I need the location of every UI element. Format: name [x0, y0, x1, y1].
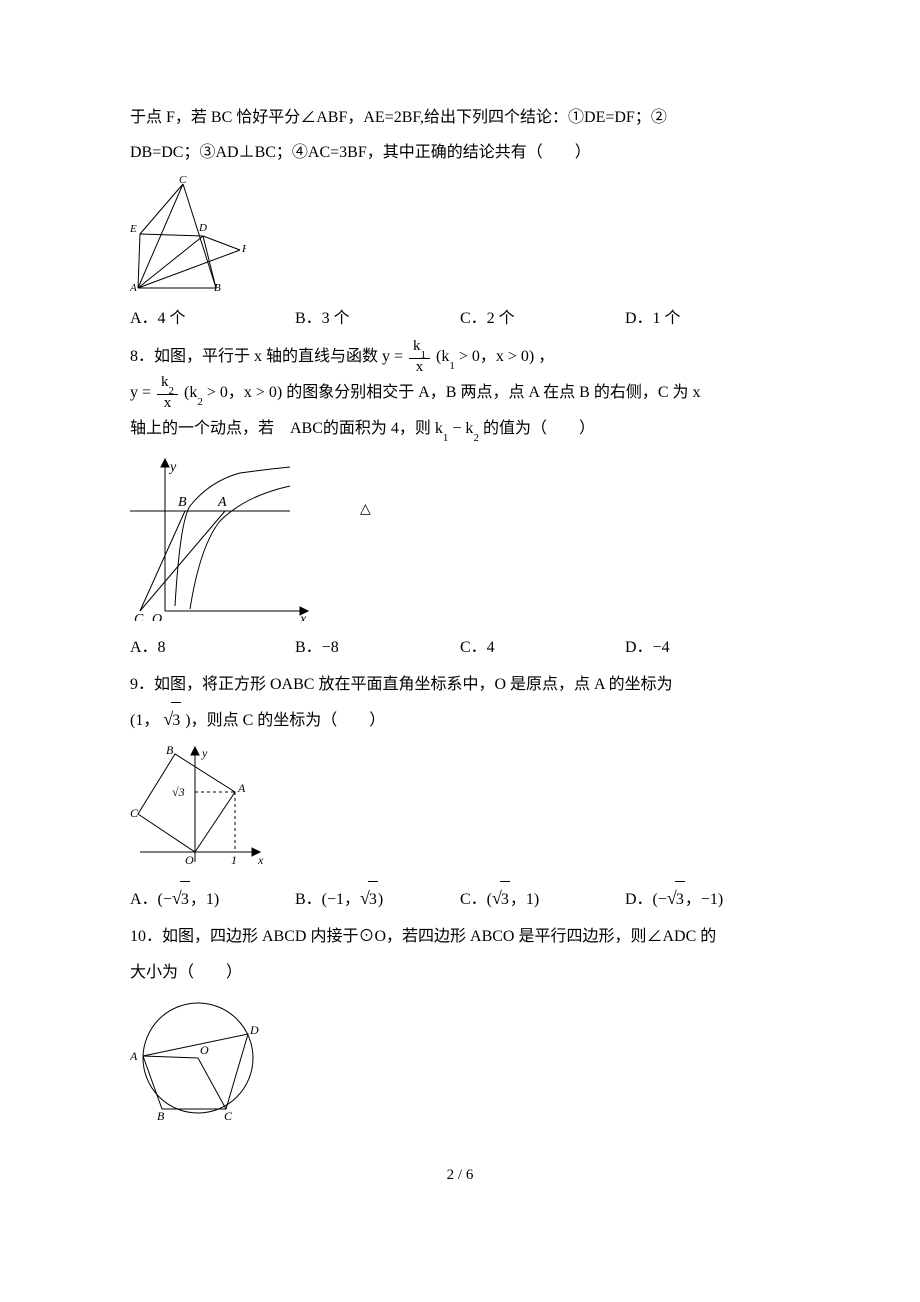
q8-delta: △	[360, 501, 371, 518]
q8-figure: y x O C B A △	[130, 451, 790, 626]
sqrt3-icon: √3	[667, 881, 685, 917]
q9-c-pre: C．(	[460, 891, 492, 908]
q9-choice-c: C．(√3，1)	[460, 881, 625, 917]
q10-line2: 大小为（ ）	[130, 955, 790, 990]
svg-text:x: x	[299, 612, 307, 621]
q7-label-C: C	[179, 174, 187, 186]
q8-line3: 轴上的一个动点，若 ABC的面积为 4，则 k1 − k2 的值为（ ）	[130, 411, 790, 446]
q9-b-pre: B．(−1，	[295, 891, 360, 908]
svg-text:y: y	[168, 460, 177, 475]
q9-line2: (1， √3 )，则点 C 的坐标为（ ）	[130, 702, 790, 738]
q7-choice-d: D．1 个	[625, 301, 790, 336]
q8-tail2c: − k	[452, 420, 473, 437]
sqrt3-icon: √3	[163, 702, 181, 738]
q8-punct: ，	[534, 348, 554, 365]
svg-text:B: B	[178, 495, 187, 510]
sqrt3-icon: √3	[492, 881, 510, 917]
q8-line2: y = k2 x (k2 > 0，x > 0) 的图象分别相交于 A，B 两点，…	[130, 375, 790, 411]
q8-f1-num: k	[413, 338, 421, 354]
q8-f2-num: k	[161, 374, 169, 390]
q8-choice-a: A．8	[130, 630, 295, 665]
svg-text:x: x	[257, 853, 264, 867]
svg-text:C: C	[130, 806, 139, 820]
q8-lead: 8．如图，平行于 x 轴的直线与函数	[130, 348, 378, 365]
svg-text:C: C	[224, 1109, 233, 1122]
q8-f1-tail: > 0，x > 0)	[455, 348, 534, 365]
q9-a-pre: A．(−	[130, 891, 172, 908]
q9-choices: A．(−√3，1) B．(−1，√3) C．(√3，1) D．(−√3，−1)	[130, 881, 790, 917]
q9-choice-d: D．(−√3，−1)	[625, 881, 790, 917]
q8-f1-frac: k1 x	[409, 339, 430, 375]
q8-tail2d: 的值为（ ）	[483, 420, 595, 437]
q8-f2-den: x	[157, 395, 178, 411]
q9-text2b: )，则点 C 的坐标为（ ）	[185, 712, 385, 729]
q7-label-E: E	[130, 223, 137, 235]
q10-line1: 10．如图，四边形 ABCD 内接于⊙O，若四边形 ABCO 是平行四边形，则∠…	[130, 919, 790, 954]
q9-d-post: ，−1)	[685, 891, 723, 908]
q8-f2-post: (k	[184, 384, 197, 401]
q8-tail1: 的图象分别相交于 A，B 两点，点 A 在点 B 的右侧，C 为 x	[286, 384, 700, 401]
svg-text:A: A	[217, 495, 227, 510]
q9-line1: 9．如图，将正方形 OABC 放在平面直角坐标系中，O 是原点，点 A 的坐标为	[130, 667, 790, 702]
svg-text:D: D	[249, 1023, 259, 1037]
q8-choice-c: C．4	[460, 630, 625, 665]
svg-text:O: O	[200, 1043, 209, 1057]
q7-line2: DB=DC；③AD⊥BC；④AC=3BF，其中正确的结论共有（ ）	[130, 135, 790, 170]
q8-f2-pre: y =	[130, 384, 151, 401]
svg-text:A: A	[237, 781, 246, 795]
q8-choice-b: B．−8	[295, 630, 460, 665]
q8-f1-den: x	[409, 359, 430, 375]
svg-text:O: O	[185, 853, 194, 867]
q7-choice-a: A．4 个	[130, 301, 295, 336]
svg-text:B: B	[166, 743, 174, 757]
q9-choice-a: A．(−√3，1)	[130, 881, 295, 917]
q7-choices: A．4 个 B．3 个 C．2 个 D．1 个	[130, 301, 790, 336]
q9-a-post: ，1)	[190, 891, 219, 908]
q9-c-post: ，1)	[510, 891, 539, 908]
svg-text:B: B	[157, 1109, 165, 1122]
q9-d-pre: D．(−	[625, 891, 667, 908]
svg-text:O: O	[152, 612, 162, 621]
q7-label-B: B	[214, 282, 221, 292]
q8-line1: 8．如图，平行于 x 轴的直线与函数 y = k1 x (k1 > 0，x > …	[130, 339, 790, 375]
q8-choices: A．8 B．−8 C．4 D．−4	[130, 630, 790, 665]
page-footer: 2 / 6	[130, 1167, 790, 1184]
q10-figure: A B C D O	[130, 994, 790, 1127]
sqrt3-icon: √3	[172, 881, 190, 917]
q8-f2-frac: k2 x	[157, 375, 178, 411]
q7-label-A: A	[130, 282, 137, 292]
q7-line1: 于点 F，若 BC 恰好平分∠ABF，AE=2BF,给出下列四个结论：①DE=D…	[130, 100, 790, 135]
q7-choice-c: C．2 个	[460, 301, 625, 336]
q8-f1-post: (k	[436, 348, 449, 365]
svg-text:C: C	[134, 612, 144, 621]
svg-text:y: y	[201, 746, 208, 760]
q9-text2a: (1，	[130, 712, 159, 729]
q7-figure: C E D F A B	[130, 174, 790, 297]
q7-choice-b: B．3 个	[295, 301, 460, 336]
q8-tail2a: 轴上的一个动点，若 ABC的面积为 4，则	[130, 420, 431, 437]
svg-text:1: 1	[231, 853, 237, 867]
q7-label-F: F	[241, 243, 246, 255]
q7-label-D: D	[198, 222, 207, 234]
q8-choice-d: D．−4	[625, 630, 790, 665]
q8-f1-pre: y =	[382, 348, 403, 365]
svg-text:√3: √3	[172, 785, 185, 799]
q8-tail2b: k	[435, 420, 443, 437]
svg-text:A: A	[130, 1049, 138, 1063]
sqrt3-icon: √3	[360, 881, 378, 917]
q8-f2-tail: > 0，x > 0)	[203, 384, 282, 401]
q9-choice-b: B．(−1，√3)	[295, 881, 460, 917]
q9-figure: y x O 1 A B C √3	[130, 742, 790, 877]
q9-b-post: )	[378, 891, 383, 908]
